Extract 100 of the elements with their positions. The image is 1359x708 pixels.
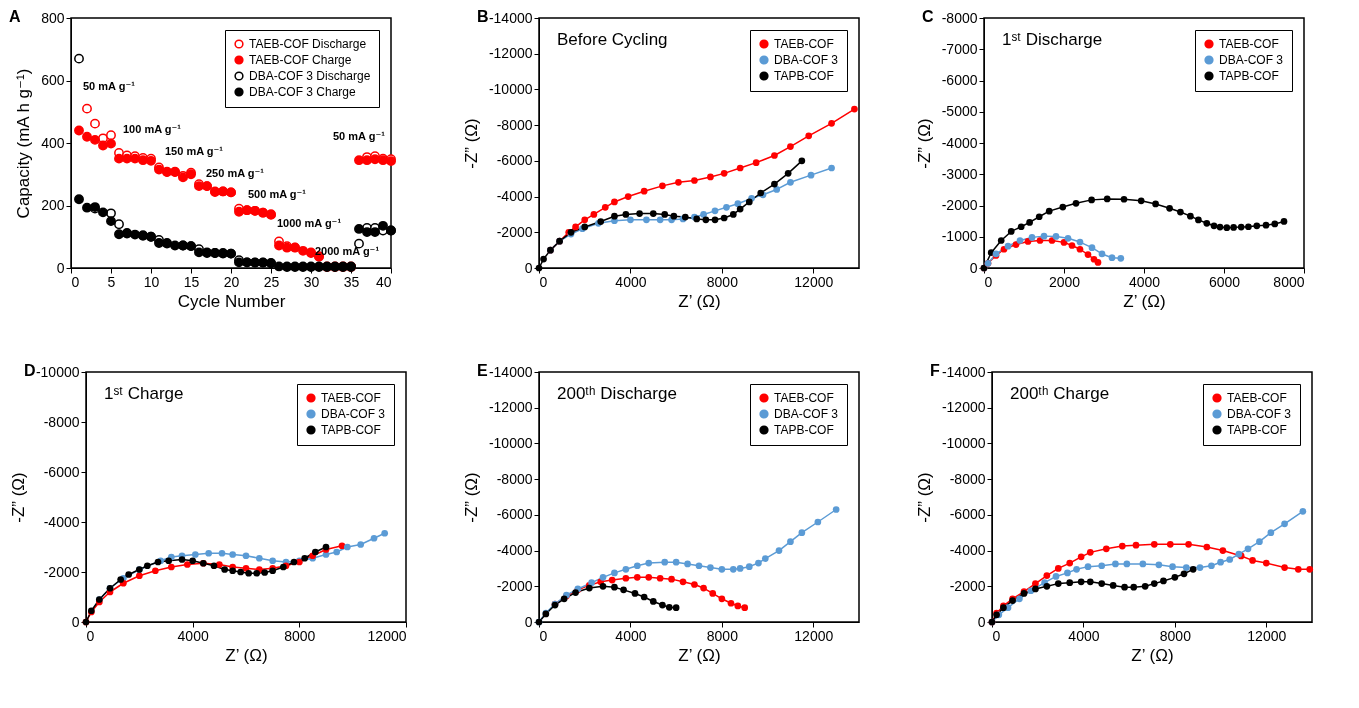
y-tick-label: -12000 xyxy=(488,45,533,62)
y-axis-title: Capacity (mA h g⁻¹) xyxy=(14,68,34,219)
chart-title: C xyxy=(922,8,934,25)
x-tick-label: 4000 xyxy=(1068,627,1100,644)
y-tick-label: -5000 xyxy=(941,103,978,120)
legend-label: TAEB-COF xyxy=(774,37,834,51)
text: Before Cycling xyxy=(557,30,668,49)
x-tick-label: 8000 xyxy=(284,627,316,644)
x-axis-title: Z’ (Ω) xyxy=(225,645,268,665)
x-tick-label: 4000 xyxy=(177,627,209,644)
legend-label: DBA-COF 3 Discharge xyxy=(249,69,371,83)
y-tick-label: -6000 xyxy=(949,506,986,523)
annotation: 500 mA g⁻¹ xyxy=(248,188,307,200)
x-tick-label: 0 xyxy=(539,627,548,644)
x-tick-label: 4000 xyxy=(615,627,647,644)
x-tick-label: 2000 xyxy=(1048,273,1081,290)
legend-label: TAEB-COF xyxy=(774,391,834,405)
y-tick-label: 200 xyxy=(41,197,65,213)
y-tick-label: -4000 xyxy=(496,188,533,205)
y-tick-label: -14000 xyxy=(488,363,533,380)
y-tick-label: 600 xyxy=(41,72,65,88)
legend-label: TAEB-COF xyxy=(1227,391,1287,405)
y-axis-title: -Z” (Ω) xyxy=(914,472,934,523)
legend-label: DBA-COF 3 xyxy=(321,407,386,421)
x-tick-label: 5 xyxy=(107,273,116,290)
y-tick-label: -10000 xyxy=(941,434,986,451)
annotation: 250 mA g⁻¹ xyxy=(206,167,265,179)
y-tick-label: 400 xyxy=(41,134,65,151)
x-tick-label: 25 xyxy=(263,273,280,290)
x-tick-label: 8000 xyxy=(1273,273,1305,290)
y-tick-label: -6000 xyxy=(496,152,533,169)
y-tick-label: -6000 xyxy=(941,72,978,88)
text: 1ˢᵗ Discharge xyxy=(1002,30,1103,49)
y-tick-label: -3000 xyxy=(941,165,978,182)
text: 200ᵗʰ Discharge xyxy=(557,384,677,403)
y-axis-title: -Z” (Ω) xyxy=(461,118,481,169)
y-tick-label: 0 xyxy=(524,259,533,276)
y-axis-title: -Z” (Ω) xyxy=(8,472,28,523)
y-tick-label: -7000 xyxy=(941,40,978,57)
y-tick-label: -2000 xyxy=(496,223,533,240)
annotation: 50 mA g⁻¹ xyxy=(333,130,386,142)
x-tick-label: 4000 xyxy=(1128,273,1161,290)
annotation: 100 mA g⁻¹ xyxy=(123,123,182,135)
x-tick-label: 8000 xyxy=(706,273,739,290)
x-axis-title: Cycle Number xyxy=(177,291,286,311)
y-tick-label: -4000 xyxy=(496,542,533,559)
y-tick-label: -6000 xyxy=(496,506,533,523)
y-tick-label: 0 xyxy=(524,613,533,630)
x-tick-label: 0 xyxy=(86,627,95,644)
x-tick-label: 10 xyxy=(143,273,160,290)
x-tick-label: 8000 xyxy=(706,627,739,644)
y-tick-label: 0 xyxy=(977,613,986,630)
y-tick-label: -6000 xyxy=(43,463,80,480)
legend-label: TAPB-COF xyxy=(774,423,834,437)
y-tick-label: -10000 xyxy=(488,434,533,451)
y-tick-label: -10000 xyxy=(488,80,533,97)
y-axis-title: -Z” (Ω) xyxy=(914,118,934,169)
annotation: 50 mA g⁻¹ xyxy=(83,80,136,92)
x-tick-label: 30 xyxy=(303,273,320,290)
y-tick-label: -4000 xyxy=(43,513,80,530)
x-tick-label: 12000 xyxy=(1247,627,1287,644)
y-tick-label: -2000 xyxy=(496,577,533,594)
legend-label: TAEB-COF xyxy=(321,391,381,405)
y-tick-label: -12000 xyxy=(488,399,533,416)
x-tick-label: 40 xyxy=(375,273,392,290)
y-tick-label: -2000 xyxy=(949,577,986,594)
legend-label: DBA-COF 3 xyxy=(774,53,839,67)
x-tick-label: 15 xyxy=(183,273,200,290)
y-tick-label: -10000 xyxy=(35,363,80,380)
legend-label: DBA-COF 3 xyxy=(774,407,839,421)
chart-title: F xyxy=(930,362,940,379)
y-tick-label: -2000 xyxy=(43,563,80,580)
legend-label: DBA-COF 3 Charge xyxy=(249,85,357,99)
x-axis-title: Z’ (Ω) xyxy=(678,291,721,311)
legend-label: TAPB-COF xyxy=(1219,69,1279,83)
y-tick-label: -4000 xyxy=(949,542,986,559)
y-tick-label: -8000 xyxy=(496,116,533,133)
y-tick-label: -8000 xyxy=(949,470,986,487)
x-tick-label: 12000 xyxy=(367,627,407,644)
y-tick-label: -8000 xyxy=(496,470,533,487)
x-tick-label: 0 xyxy=(992,627,1001,644)
y-tick-label: -12000 xyxy=(941,399,986,416)
x-tick-label: 8000 xyxy=(1159,627,1192,644)
text: 200ᵗʰ Charge xyxy=(1010,384,1110,403)
legend-label: TAEB-COF xyxy=(1219,37,1279,51)
x-tick-label: 20 xyxy=(223,273,240,290)
y-tick-label: 800 xyxy=(41,9,65,26)
legend-label: TAPB-COF xyxy=(774,69,834,83)
x-tick-label: 12000 xyxy=(794,627,834,644)
chart-title: E xyxy=(477,362,488,379)
y-tick-label: -1000 xyxy=(941,228,978,245)
y-axis-title: -Z” (Ω) xyxy=(461,472,481,523)
legend-label: DBA-COF 3 xyxy=(1219,53,1284,67)
x-axis-title: Z’ (Ω) xyxy=(1123,291,1166,311)
x-tick-label: 6000 xyxy=(1208,273,1241,290)
legend-label: TAPB-COF xyxy=(321,423,381,437)
x-axis-title: Z’ (Ω) xyxy=(678,645,721,665)
annotation: 1000 mA g⁻¹ xyxy=(277,217,342,229)
legend-label: TAPB-COF xyxy=(1227,423,1287,437)
y-tick-label: 0 xyxy=(56,259,65,276)
